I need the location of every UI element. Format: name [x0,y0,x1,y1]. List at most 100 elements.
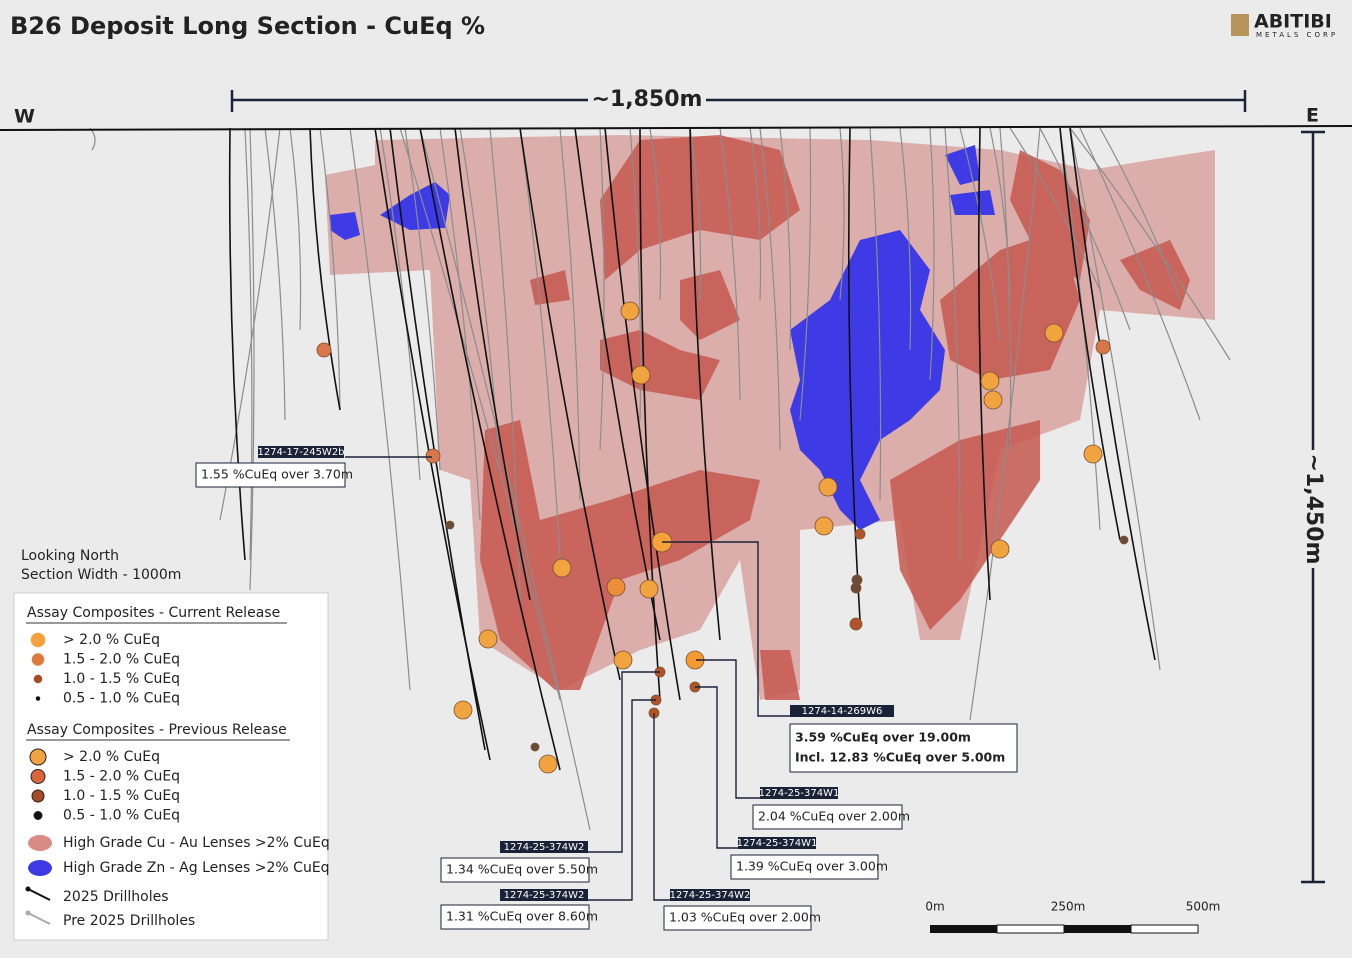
callout-header [500,841,588,853]
old-drillhole [959,127,1001,341]
old-drillhole [399,127,561,701]
composite [1119,535,1129,545]
old-drillhole [379,127,421,481]
old-drillhole [264,127,286,421]
legend-label: 0.5 - 1.0 % CuEq [63,691,180,707]
old-drillhole [1069,127,1231,361]
view: Looking North [21,548,119,564]
length-bg [588,86,706,114]
west: W [14,106,35,128]
composites [316,301,1129,774]
leader [696,659,760,799]
new-drillhole [454,127,531,601]
callout-box [752,804,903,830]
old-drillhole [1079,127,1201,421]
callout-header [670,889,750,901]
callouts: 1274-17-245W2b 1.55 %CuEq over 3.70m 1274-… [195,446,1018,931]
leader [588,671,660,853]
composite [1083,444,1103,464]
intercept: 1.31 %CuEq over 8.60m [446,909,598,924]
legend-label: 1.5 - 2.0 % CuEq [63,652,180,668]
intercept: 3.59 %CuEq over 19.00m [795,730,971,745]
new-drillhole [309,127,341,411]
old-drillhole [839,127,845,301]
old-drillhole [944,127,961,561]
logo-sub: METALS CORP [1256,31,1338,39]
old-drillhole [899,127,912,351]
old-drillhole [779,127,792,351]
legend-label: 2025 Drillholes [63,889,169,905]
composite [850,582,862,594]
cu-lens [600,135,800,280]
callout-box [789,723,1018,773]
composite [606,577,626,597]
old-drillhole [419,127,591,831]
composite [1095,339,1111,355]
callout-box [440,904,590,930]
logo-icon [1231,14,1249,36]
old-drillhole [1099,127,1181,301]
drillholes [89,127,1231,831]
legend-heading: Assay Composites - Previous Release [27,722,287,738]
composite [445,520,455,530]
legend-label: 1.0 - 1.5 % CuEq [63,671,180,687]
scale-bar [930,924,1199,934]
callout-box [195,462,346,488]
composite [478,629,498,649]
new-drillhole [1069,127,1156,661]
new-drillhole [228,127,246,561]
old-drillhole [289,127,302,331]
old-drillhole [559,127,581,501]
logo: ABITIBI [1254,11,1332,33]
old-drillhole [519,127,561,561]
composite [818,477,838,497]
old-drillhole [1009,127,1101,291]
old-drillhole [999,127,1012,451]
composite [983,390,1003,410]
intercept: 1.39 %CuEq over 3.00m [736,859,888,874]
leader [662,541,790,717]
composite [814,516,834,536]
zn-lens [950,190,995,215]
old-drillhole [869,127,882,501]
old-drillhole [404,127,441,471]
legend-label: 0.5 - 1.0 % CuEq [63,808,180,824]
composite [980,371,1000,391]
lenses [325,135,1215,700]
length-label: ~1,850m [592,87,703,112]
cu-lens [530,270,570,305]
old-drillhole [649,127,662,301]
old-drillhole [1069,127,1161,671]
cu-lens [1010,150,1090,280]
callout-box [440,857,590,883]
callout-header [258,446,344,458]
composite [849,617,863,631]
composite [425,448,441,464]
legend-symbol [29,748,47,766]
callout-header [738,837,816,849]
new-drillhole [977,127,991,601]
new-drillhole [847,127,861,621]
old-drillhole [249,127,255,591]
composite [639,579,659,599]
legend-label: 1.0 - 1.5 % CuEq [63,788,180,804]
legend-label: High Grade Zn - Ag Lenses >2% CuEq [63,860,330,876]
composite [990,539,1010,559]
depth-bg [1300,450,1326,568]
callout-box [730,854,879,880]
legend-symbol [31,789,45,803]
new-drillhole [604,127,681,701]
intercept: 2.04 %CuEq over 2.00m [758,809,910,824]
surface [0,125,1352,131]
cu-swatch [28,835,52,851]
composite [631,365,651,385]
old-drillhole [689,127,702,301]
legend-label: > 2.0 % CuEq [63,632,160,648]
legend-symbol [34,694,42,703]
composite [316,342,332,358]
east: E [1306,105,1319,127]
leader [588,699,656,901]
new-drillhole [419,127,561,771]
callout-header [760,787,838,799]
cu-lens [600,330,720,400]
